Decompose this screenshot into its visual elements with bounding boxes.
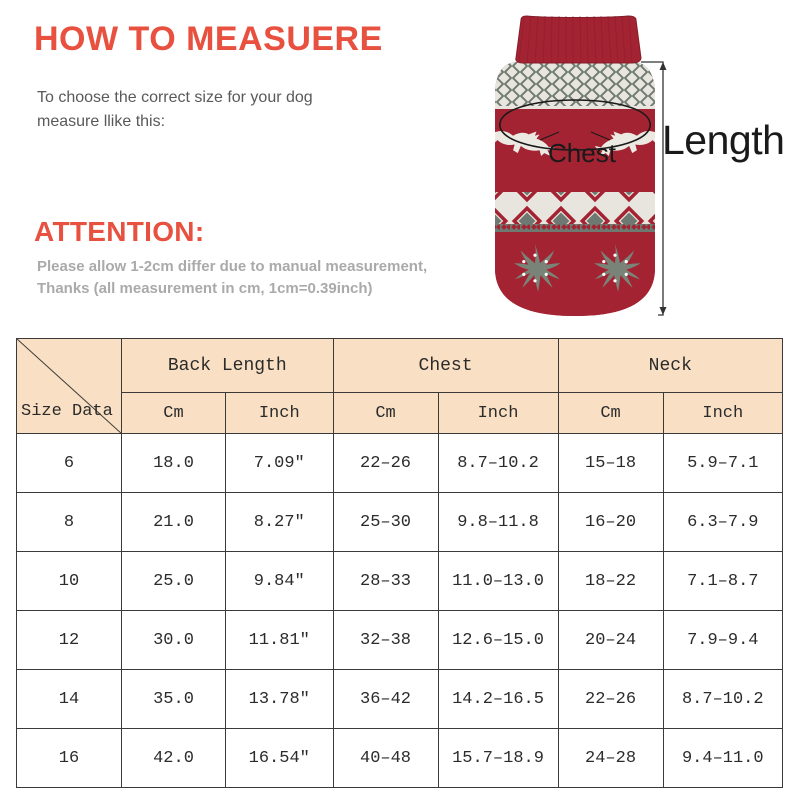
svg-text:Size Data: Size Data <box>21 402 113 421</box>
